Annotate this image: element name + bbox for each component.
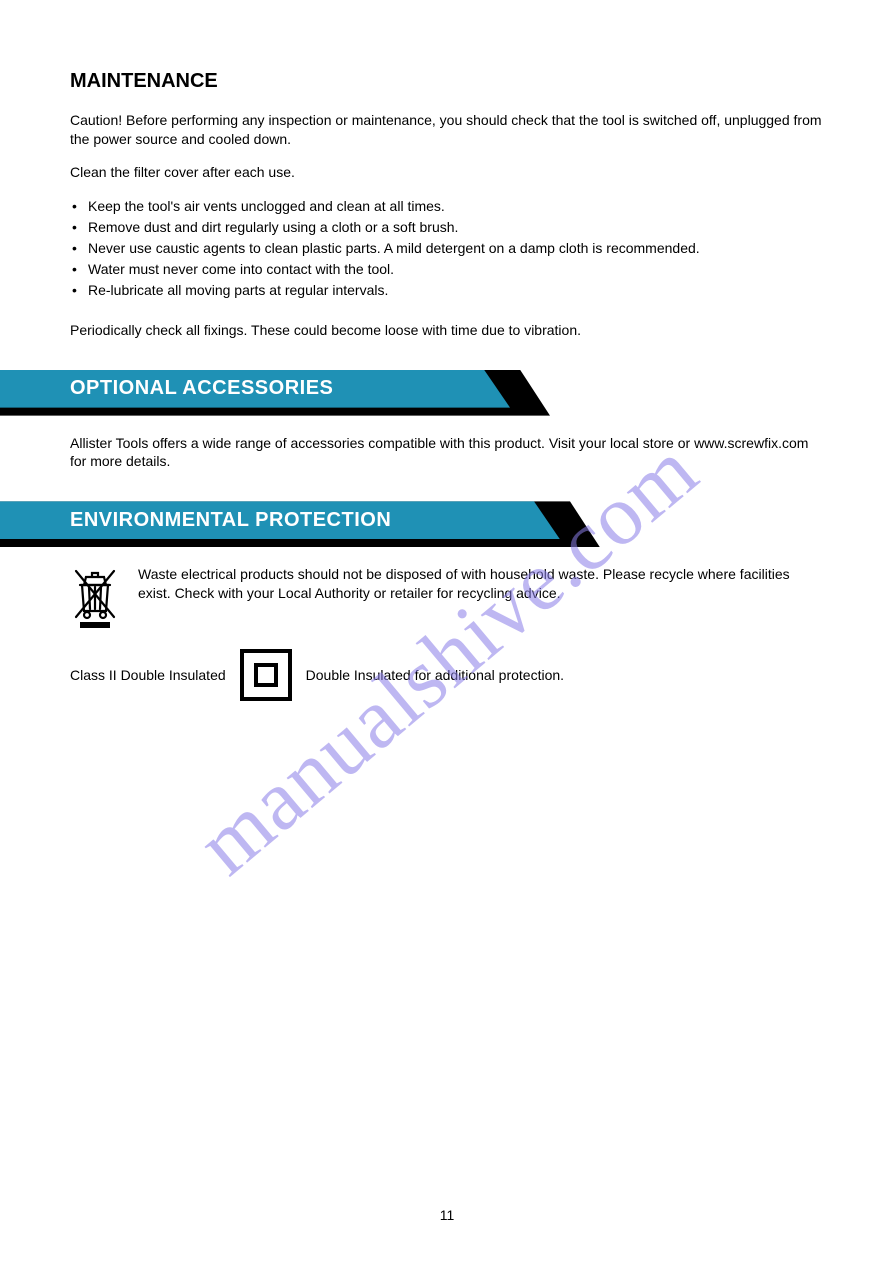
class2-label: Class II Double Insulated [70, 667, 226, 683]
maintenance-section: MAINTENANCE Caution! Before performing a… [70, 70, 824, 340]
class2-description: Double Insulated for additional protecti… [306, 667, 564, 683]
banner-label: OPTIONAL ACCESSORIES [70, 377, 333, 400]
list-item: Re-lubricate all moving parts at regular… [70, 280, 824, 301]
maintenance-heading: MAINTENANCE [70, 70, 824, 93]
banner-teal-stripe: OPTIONAL ACCESSORIES [0, 370, 510, 408]
banner-teal-stripe: ENVIRONMENTAL PROTECTION [0, 501, 560, 539]
maintenance-fixings-text: Periodically check all fixings. These co… [70, 321, 824, 340]
list-item: Keep the tool's air vents unclogged and … [70, 196, 824, 217]
optional-accessories-banner: OPTIONAL ACCESSORIES [0, 370, 550, 416]
optional-accessories-text: Allister Tools offers a wide range of ac… [70, 434, 824, 472]
maintenance-bullet-list: Keep the tool's air vents unclogged and … [70, 196, 824, 301]
double-insulated-icon [240, 649, 292, 701]
page-footer: 11 [0, 1207, 894, 1223]
class2-block: Class II Double Insulated Double Insulat… [70, 649, 824, 701]
list-item: Water must never come into contact with … [70, 259, 824, 280]
weee-text: Waste electrical products should not be … [138, 565, 824, 603]
banner-label: ENVIRONMENTAL PROTECTION [70, 509, 391, 532]
list-item: Never use caustic agents to clean plasti… [70, 238, 824, 259]
weee-icon [70, 565, 120, 629]
page-number: 11 [440, 1207, 455, 1223]
environmental-protection-banner: ENVIRONMENTAL PROTECTION [0, 501, 550, 547]
list-item: Remove dust and dirt regularly using a c… [70, 217, 824, 238]
weee-block: Waste electrical products should not be … [70, 565, 824, 629]
manual-page: MAINTENANCE Caution! Before performing a… [0, 0, 894, 1263]
maintenance-caution-text: Caution! Before performing any inspectio… [70, 111, 824, 149]
maintenance-filter-text: Clean the filter cover after each use. [70, 163, 824, 182]
